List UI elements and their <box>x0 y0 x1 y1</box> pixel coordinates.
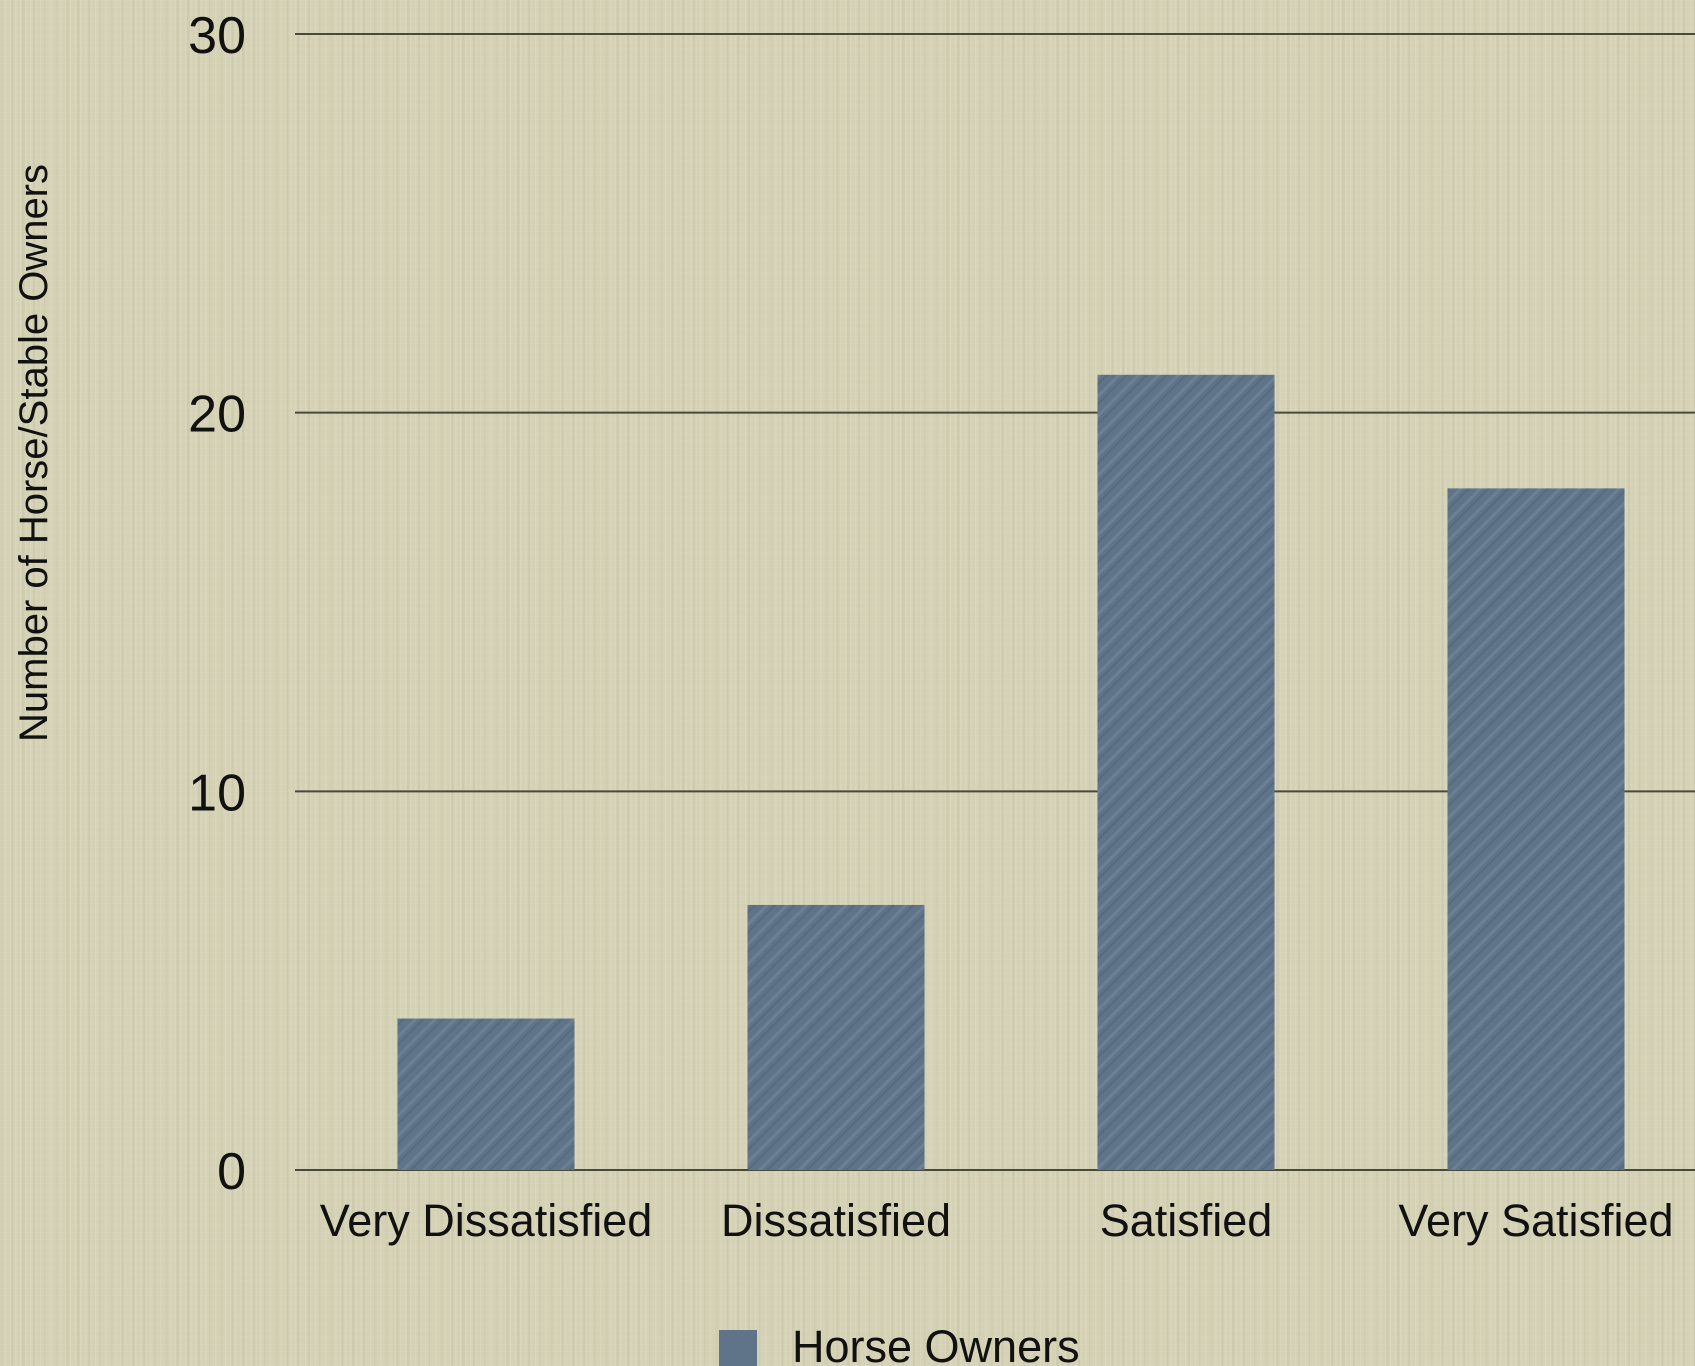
category-labels: Very Dissatisfied Dissatisfied Satisfied Ve… <box>320 1195 1674 1246</box>
y-tick-labels: 0 10 20 30 <box>188 7 246 1201</box>
legend-label: Horse Owners <box>792 1321 1080 1366</box>
category-label-very-satisfied: Very Satisfied <box>1398 1195 1673 1246</box>
legend: Horse Owners <box>719 1321 1080 1366</box>
category-label-very-dissatisfied: Very Dissatisfied <box>320 1195 653 1246</box>
y-tick-label-30: 30 <box>188 7 246 65</box>
bar-very-satisfied <box>1447 488 1625 1170</box>
bars <box>397 374 1625 1170</box>
category-label-dissatisfied: Dissatisfied <box>721 1195 951 1246</box>
bar-very-dissatisfied <box>397 1018 575 1170</box>
category-label-satisfied: Satisfied <box>1100 1195 1273 1246</box>
y-tick-label-0: 0 <box>217 1143 246 1201</box>
bar-dissatisfied <box>747 904 925 1170</box>
y-axis-title: Number of Horse/Stable Owners <box>12 164 56 742</box>
legend-swatch <box>719 1330 757 1366</box>
y-tick-label-10: 10 <box>188 764 246 822</box>
y-tick-label-20: 20 <box>188 386 246 444</box>
bar-satisfied <box>1097 374 1275 1170</box>
